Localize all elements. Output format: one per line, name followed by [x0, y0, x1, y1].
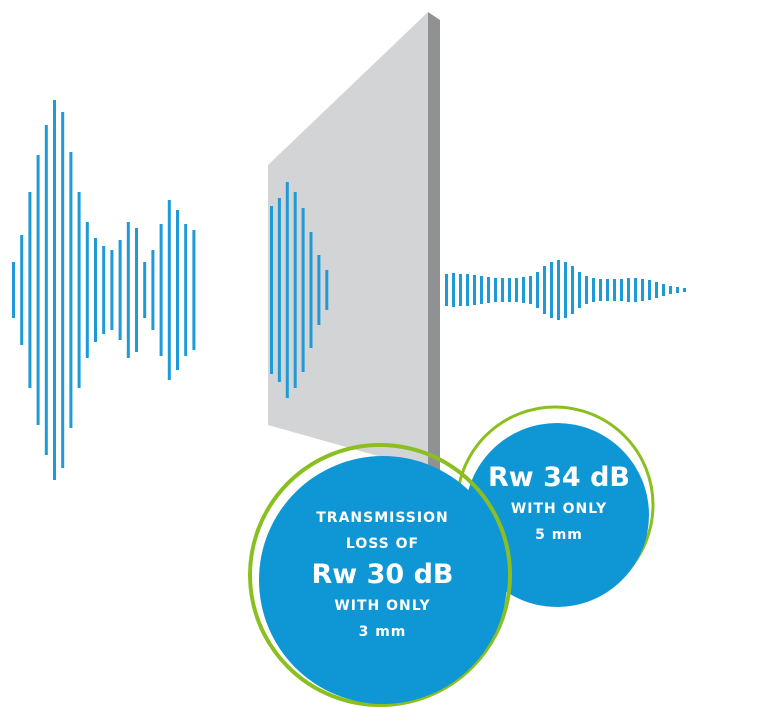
wave-bar: [151, 250, 155, 330]
wave-bar: [167, 200, 171, 380]
wave-bar: [627, 278, 630, 302]
badge-3mm: [248, 443, 512, 707]
wave-bar: [118, 240, 122, 340]
wave-bar: [452, 273, 455, 307]
wave-bar: [564, 262, 567, 318]
wave-bar: [301, 208, 305, 372]
wave-bar: [176, 210, 179, 370]
wave-bar: [641, 279, 644, 301]
wave-bar: [53, 100, 56, 480]
wave-bar: [585, 276, 588, 304]
wave-bar: [480, 276, 483, 304]
badge-3mm-line4: 3 mm: [358, 624, 407, 640]
badge-5mm-value: Rw 34 dB: [487, 462, 630, 493]
wave-bar: [270, 206, 273, 374]
wave-bar: [571, 266, 574, 314]
badge-5mm-line2: 5 mm: [535, 527, 583, 543]
wave-bar: [459, 274, 462, 306]
panel-edge: [428, 12, 440, 472]
wave-bar: [522, 277, 525, 303]
wave-bar: [655, 282, 658, 298]
wave-bar: [683, 288, 686, 292]
wave-bar: [557, 260, 560, 320]
wave-bar: [143, 262, 147, 318]
wave-bar: [473, 275, 476, 305]
transmitted-sound-wave: [445, 260, 686, 320]
wave-bar: [85, 222, 89, 358]
wave-bar: [28, 192, 32, 388]
wave-bar: [20, 235, 24, 345]
wave-bar: [12, 262, 15, 318]
wave-bar: [536, 272, 539, 308]
badge-3mm-fill: [259, 456, 507, 704]
wave-bar: [599, 279, 602, 301]
wave-bar: [578, 272, 581, 308]
wave-bar: [501, 278, 504, 302]
wave-bar: [466, 274, 469, 306]
wave-bar: [285, 182, 289, 398]
wave-bar: [669, 286, 672, 294]
badge-3mm-text: TRANSMISSION LOSS OF Rw 30 dB WITH ONLY …: [300, 505, 465, 645]
wave-bar: [508, 278, 511, 302]
wave-bar: [550, 262, 553, 318]
badge-3mm-ring: [248, 443, 512, 707]
wave-bar: [487, 277, 490, 303]
panel-face: [268, 12, 428, 470]
wave-bar: [159, 224, 163, 356]
wave-bar: [445, 274, 448, 306]
wave-bar: [192, 230, 196, 350]
wave-bar: [325, 270, 329, 310]
wave-bar: [126, 222, 130, 358]
wave-through-panel: [270, 182, 329, 398]
wave-bar: [69, 152, 73, 428]
wave-bar: [277, 198, 281, 382]
wave-bar: [676, 287, 679, 293]
wave-bar: [543, 266, 546, 314]
wave-bar: [515, 278, 518, 302]
wave-bar: [94, 238, 97, 342]
wave-bar: [634, 278, 637, 302]
wave-bar: [77, 192, 81, 388]
wave-bar: [494, 278, 497, 302]
wave-bar: [317, 255, 321, 325]
sound-barrier-panel: [268, 12, 440, 472]
wave-bar: [606, 279, 609, 301]
wave-bar: [613, 279, 616, 301]
wave-bar: [110, 250, 114, 330]
wave-bar: [44, 125, 48, 455]
incoming-sound-wave: [12, 100, 196, 480]
wave-bar: [529, 276, 532, 304]
wave-bar: [662, 284, 665, 296]
wave-bar: [309, 232, 313, 348]
wave-bar: [592, 278, 595, 302]
badge-3mm-line1: TRANSMISSION: [316, 510, 449, 526]
wave-bar: [184, 224, 188, 356]
wave-bar: [102, 246, 106, 334]
badge-3mm-line3: WITH ONLY: [334, 598, 431, 614]
badge-5mm-line1: WITH ONLY: [510, 501, 608, 517]
wave-bar: [620, 279, 623, 301]
wave-bar: [61, 112, 65, 468]
badge-3mm-value: Rw 30 dB: [311, 559, 454, 590]
wave-bar: [648, 280, 651, 300]
wave-bar: [36, 155, 40, 425]
wave-bar: [293, 192, 297, 388]
badge-3mm-line2: LOSS OF: [345, 536, 420, 552]
wave-bar: [135, 228, 138, 352]
badge-5mm-text: Rw 34 dB WITH ONLY 5 mm: [478, 460, 640, 548]
